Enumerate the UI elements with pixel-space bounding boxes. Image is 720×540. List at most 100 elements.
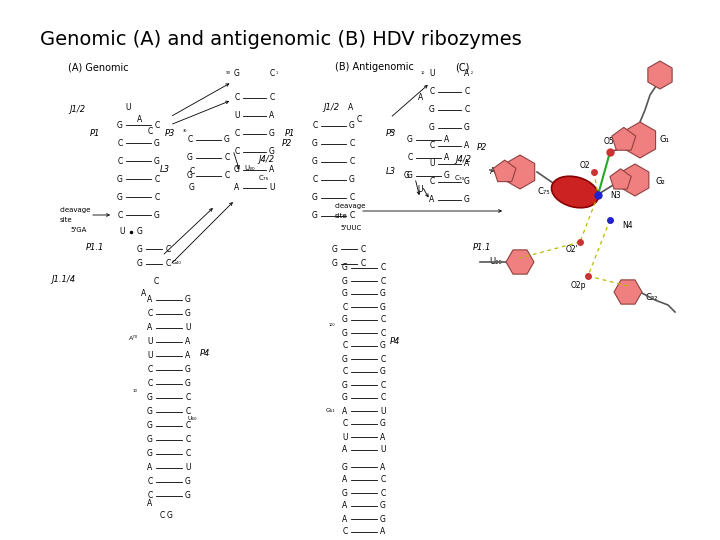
Text: G: G bbox=[154, 157, 160, 165]
Text: G: G bbox=[185, 491, 191, 501]
Text: C: C bbox=[380, 489, 386, 497]
Text: L3: L3 bbox=[386, 167, 396, 177]
Text: P3: P3 bbox=[386, 130, 396, 138]
Polygon shape bbox=[614, 280, 642, 304]
Polygon shape bbox=[506, 250, 534, 274]
Text: cleavage: cleavage bbox=[335, 203, 366, 209]
Text: G: G bbox=[407, 172, 413, 180]
Text: A: A bbox=[343, 446, 348, 455]
Text: C: C bbox=[429, 87, 435, 97]
Text: U: U bbox=[429, 70, 435, 78]
Text: C: C bbox=[361, 245, 366, 253]
Text: C: C bbox=[408, 153, 413, 163]
Text: C: C bbox=[117, 157, 122, 165]
Text: G: G bbox=[342, 264, 348, 273]
Text: A: A bbox=[343, 502, 348, 510]
Text: ¹⁰: ¹⁰ bbox=[133, 389, 138, 395]
Text: G: G bbox=[234, 165, 240, 174]
Text: C: C bbox=[312, 176, 318, 185]
Text: U: U bbox=[125, 104, 131, 112]
Text: (A) Genomic: (A) Genomic bbox=[68, 62, 129, 72]
Text: A: A bbox=[141, 289, 147, 299]
Text: U₆₀: U₆₀ bbox=[188, 415, 197, 421]
Text: A: A bbox=[269, 165, 274, 174]
Text: A: A bbox=[418, 93, 423, 103]
Text: Genomic (A) and antigenomic (B) HDV ribozymes: Genomic (A) and antigenomic (B) HDV ribo… bbox=[40, 30, 522, 49]
Polygon shape bbox=[612, 127, 636, 150]
Text: G: G bbox=[342, 394, 348, 402]
Text: C: C bbox=[269, 93, 274, 103]
Text: U: U bbox=[380, 446, 386, 455]
Text: G: G bbox=[342, 289, 348, 299]
Text: site: site bbox=[60, 217, 73, 223]
Text: C: C bbox=[349, 139, 355, 148]
Text: O2: O2 bbox=[580, 160, 590, 170]
Text: U₃₀: U₃₀ bbox=[244, 165, 255, 171]
Text: P1: P1 bbox=[89, 130, 100, 138]
Text: A: A bbox=[148, 295, 153, 305]
Text: A: A bbox=[343, 515, 348, 523]
Text: C: C bbox=[356, 116, 361, 125]
Text: U: U bbox=[342, 433, 348, 442]
Text: C₇₅: C₇₅ bbox=[259, 175, 269, 181]
Text: G: G bbox=[342, 315, 348, 325]
Text: A: A bbox=[464, 141, 469, 151]
Text: (C): (C) bbox=[455, 62, 469, 72]
Text: ¹⁰: ¹⁰ bbox=[390, 130, 394, 134]
Text: U: U bbox=[418, 186, 423, 194]
Text: U: U bbox=[120, 227, 125, 237]
Text: C: C bbox=[380, 276, 386, 286]
Text: G: G bbox=[224, 136, 230, 145]
Text: U: U bbox=[148, 352, 153, 361]
Text: G: G bbox=[147, 449, 153, 458]
Text: G: G bbox=[269, 147, 275, 157]
Text: G: G bbox=[464, 178, 470, 186]
Text: A: A bbox=[343, 407, 348, 415]
Text: G: G bbox=[444, 172, 450, 180]
Text: N3: N3 bbox=[610, 192, 621, 200]
Text: A: A bbox=[148, 463, 153, 472]
Text: cleavage: cleavage bbox=[60, 207, 91, 213]
Text: G: G bbox=[404, 172, 410, 180]
Text: G: G bbox=[312, 193, 318, 202]
Text: C: C bbox=[235, 130, 240, 138]
Text: C: C bbox=[429, 178, 435, 186]
Text: J1.1/4: J1.1/4 bbox=[52, 275, 76, 285]
Text: G: G bbox=[147, 408, 153, 416]
Text: A: A bbox=[235, 184, 240, 192]
Text: G: G bbox=[349, 122, 355, 131]
Text: P2: P2 bbox=[477, 144, 487, 152]
Text: A: A bbox=[185, 338, 191, 347]
Text: G: G bbox=[185, 477, 191, 487]
Text: G: G bbox=[154, 138, 160, 147]
Text: G: G bbox=[380, 502, 386, 510]
Text: G: G bbox=[380, 420, 386, 429]
Text: C: C bbox=[269, 70, 274, 78]
Text: A: A bbox=[444, 136, 449, 145]
Polygon shape bbox=[621, 164, 649, 196]
Text: G₅₁: G₅₁ bbox=[325, 408, 335, 413]
Polygon shape bbox=[648, 61, 672, 89]
Text: C: C bbox=[343, 302, 348, 312]
Text: C: C bbox=[343, 528, 348, 537]
Text: A: A bbox=[464, 159, 469, 168]
Text: U₂₀: U₂₀ bbox=[490, 258, 502, 267]
Text: C: C bbox=[464, 105, 469, 114]
Ellipse shape bbox=[552, 176, 598, 208]
Text: ²: ² bbox=[471, 71, 473, 77]
Text: J4/2: J4/2 bbox=[455, 156, 471, 165]
Text: G: G bbox=[167, 510, 173, 519]
Text: G: G bbox=[342, 354, 348, 363]
Text: G: G bbox=[464, 124, 470, 132]
Text: G: G bbox=[117, 120, 123, 130]
Text: G: G bbox=[312, 158, 318, 166]
Text: G: G bbox=[189, 184, 195, 192]
Text: C: C bbox=[148, 309, 153, 319]
Text: U: U bbox=[148, 338, 153, 347]
Text: G: G bbox=[137, 227, 143, 237]
Text: 5'UUC: 5'UUC bbox=[340, 225, 361, 231]
Text: G: G bbox=[117, 174, 123, 184]
Text: C: C bbox=[225, 153, 230, 163]
Text: ³⁰: ³⁰ bbox=[183, 130, 187, 134]
Text: G₁: G₁ bbox=[660, 136, 670, 145]
